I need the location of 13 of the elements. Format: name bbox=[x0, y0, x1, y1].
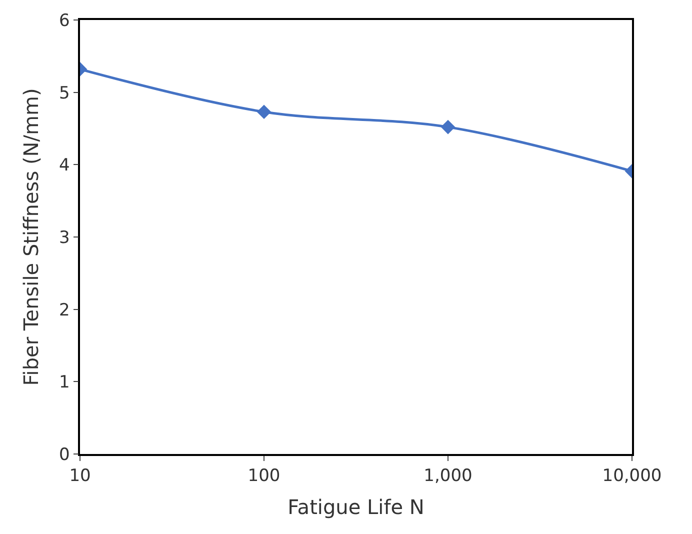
y-tick-label: 3 bbox=[59, 228, 70, 248]
y-tick-label: 1 bbox=[59, 372, 70, 393]
y-axis-title: Fiber Tensile Stiffness (N/mm) bbox=[19, 88, 44, 386]
y-tick-label: 4 bbox=[59, 156, 70, 176]
x-axis-title: Fatigue Life N bbox=[288, 495, 424, 520]
x-tick-label: 10,000 bbox=[602, 466, 662, 486]
x-tick-label: 10 bbox=[69, 466, 91, 486]
y-tick-label: 2 bbox=[59, 300, 70, 320]
y-tick-label: 0 bbox=[59, 444, 70, 465]
y-tick-label: 5 bbox=[59, 83, 70, 104]
x-tick-label: 100 bbox=[248, 466, 280, 486]
y-tick-label: 6 bbox=[59, 10, 70, 31]
x-tick-label: 1,000 bbox=[424, 466, 472, 486]
